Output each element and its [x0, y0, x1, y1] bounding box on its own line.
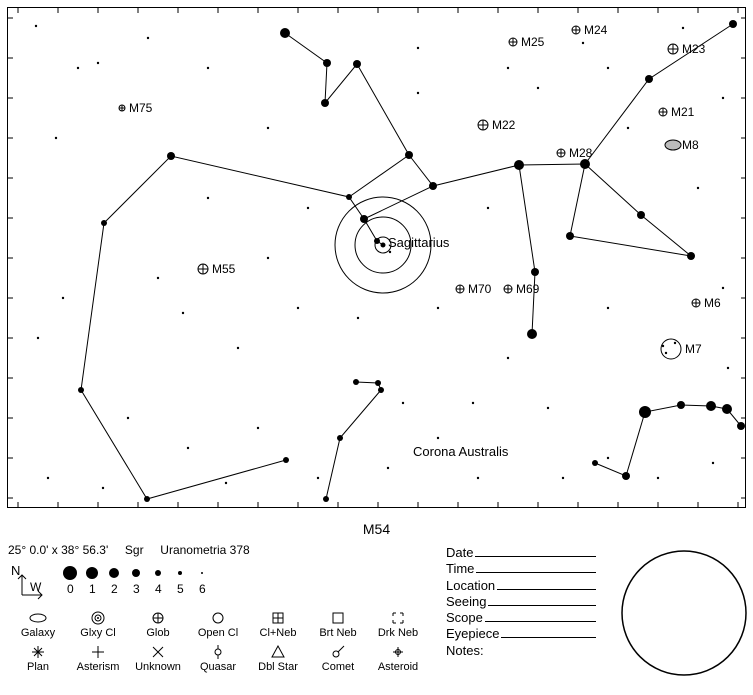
form-underline [476, 572, 596, 573]
compass-w: W [30, 580, 42, 594]
svg-text:M6: M6 [704, 296, 721, 310]
eyepiece-view [614, 543, 753, 686]
svg-text:M70: M70 [468, 282, 492, 296]
legend-label: Brt Neb [308, 627, 368, 639]
svg-text:2: 2 [111, 582, 118, 596]
form-label: Seeing [446, 594, 486, 610]
atlas-ref: Uranometria 378 [160, 543, 249, 557]
form-field: Notes: [446, 643, 596, 659]
magnitude-scale: 0 1 2 3 4 5 6 [58, 561, 228, 601]
legend-label: Cl+Neb [248, 627, 308, 639]
legend-drkneb: Drk Neb [368, 609, 428, 639]
legend-label: Glob [128, 627, 188, 639]
form-label: Date [446, 545, 473, 561]
svg-text:M55: M55 [212, 262, 236, 276]
legend-quasar: Quasar [188, 643, 248, 673]
legend-plan: Plan [8, 643, 68, 673]
svg-text:6: 6 [199, 582, 206, 596]
legend-label: Dbl Star [248, 661, 308, 673]
legend-galaxy: Galaxy [8, 609, 68, 639]
svg-text:M21: M21 [671, 105, 695, 119]
legend-label: Drk Neb [368, 627, 428, 639]
form-underline [475, 556, 596, 557]
svg-text:1: 1 [89, 582, 96, 596]
form-field: Date [446, 545, 596, 561]
legend-comet: Comet [308, 643, 368, 673]
form-label: Scope [446, 610, 483, 626]
fov-text: 25° 0.0' x 38° 56.3' [8, 543, 108, 557]
compass-n: N [11, 563, 20, 578]
form-label: Location [446, 578, 495, 594]
svg-text:M7: M7 [685, 342, 702, 356]
compass-icon: N W [8, 561, 48, 601]
svg-text:M25: M25 [521, 35, 545, 49]
observation-form: DateTimeLocationSeeingScopeEyepieceNotes… [446, 543, 596, 659]
svg-text:Sagittarius: Sagittarius [388, 235, 450, 250]
legend-opencl: Open Cl [188, 609, 248, 639]
legend-asterism: Asterism [68, 643, 128, 673]
legend-glxycl: Glxy Cl [68, 609, 128, 639]
info-and-legend: 25° 0.0' x 38° 56.3' Sgr Uranometria 378… [8, 543, 428, 677]
svg-text:5: 5 [177, 582, 184, 596]
svg-text:M75: M75 [129, 101, 153, 115]
svg-text:0: 0 [67, 582, 74, 596]
compass-and-magnitude: N W 0 1 2 3 4 5 6 [8, 561, 428, 601]
legend-label: Plan [8, 661, 68, 673]
svg-text:M23: M23 [682, 42, 706, 56]
form-field: Scope [446, 610, 596, 626]
svg-text:M8: M8 [682, 138, 699, 152]
legend-label: Glxy Cl [68, 627, 128, 639]
legend-dblstar: Dbl Star [248, 643, 308, 673]
form-field: Location [446, 578, 596, 594]
form-underline [488, 605, 596, 606]
form-label: Notes: [446, 643, 484, 659]
form-underline [497, 589, 596, 590]
legend-brtneb: Brt Neb [308, 609, 368, 639]
legend-label: Galaxy [8, 627, 68, 639]
legend-asteroid: Asteroid [368, 643, 428, 673]
object-title: M54 [8, 521, 745, 537]
svg-text:M28: M28 [569, 146, 593, 160]
svg-text:M24: M24 [584, 23, 608, 37]
svg-text:M22: M22 [492, 118, 516, 132]
form-field: Eyepiece [446, 626, 596, 642]
symbol-legend: GalaxyGlxy ClGlobOpen ClCl+NebBrt NebDrk… [8, 609, 428, 677]
chart-info: 25° 0.0' x 38° 56.3' Sgr Uranometria 378 [8, 543, 428, 557]
form-underline [485, 621, 596, 622]
constellation-abbr: Sgr [125, 543, 144, 557]
form-field: Time [446, 561, 596, 577]
legend-label: Unknown [128, 661, 188, 673]
svg-text:M69: M69 [516, 282, 540, 296]
legend-label: Open Cl [188, 627, 248, 639]
svg-text:Corona Australis: Corona Australis [413, 444, 509, 459]
form-field: Seeing [446, 594, 596, 610]
svg-text:3: 3 [133, 582, 140, 596]
legend-glob: Glob [128, 609, 188, 639]
form-label: Time [446, 561, 474, 577]
bottom-panel: M54 25° 0.0' x 38° 56.3' Sgr Uranometria… [0, 515, 753, 694]
star-chart: M75 M25 M24 M23 M21 M22 M28 M8 M55 M70 M69 M6 M7 Sagi… [7, 7, 746, 508]
chart-svg: M75 M25 M24 M23 M21 M22 M28 M8 M55 M70 M69 M6 M7 Sagi… [8, 8, 746, 507]
svg-text:4: 4 [155, 582, 162, 596]
form-underline [501, 637, 596, 638]
legend-label: Asteroid [368, 661, 428, 673]
eyepiece-circle-icon [614, 543, 753, 683]
legend-label: Asterism [68, 661, 128, 673]
legend-unknown: Unknown [128, 643, 188, 673]
legend-label: Quasar [188, 661, 248, 673]
form-label: Eyepiece [446, 626, 499, 642]
legend-clneb: Cl+Neb [248, 609, 308, 639]
legend-label: Comet [308, 661, 368, 673]
